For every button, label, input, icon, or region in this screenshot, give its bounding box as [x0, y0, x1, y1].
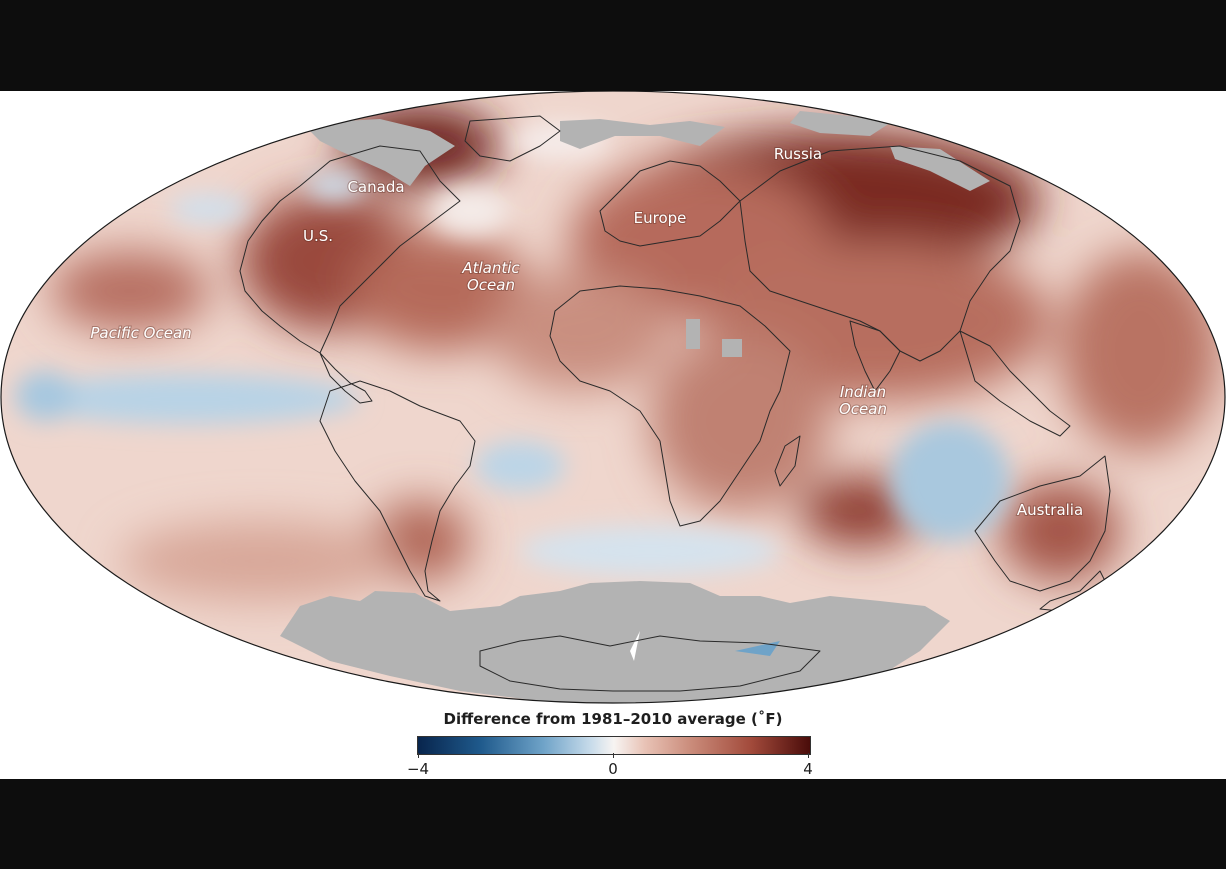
legend-tick-max	[808, 753, 809, 758]
central-america-outline	[319, 352, 373, 404]
no-data-africa-1	[686, 319, 700, 349]
label-pacific: Pacific Ocean	[90, 324, 191, 342]
no-data-antarctica	[280, 581, 950, 703]
globe-outline	[0, 91, 1226, 704]
legend-min-label: −4	[406, 760, 430, 778]
australia-outline	[974, 455, 1111, 592]
greenland-outline	[464, 115, 561, 162]
india-outline	[849, 320, 901, 392]
map-panel: Russia Canada Europe U.S. Atlantic Ocean…	[0, 91, 1226, 779]
label-russia: Russia	[774, 145, 822, 163]
label-us: U.S.	[303, 227, 333, 245]
bottom-letterbox	[0, 779, 1226, 869]
no-data-arctic-west	[310, 119, 455, 186]
antarctica-cool-strip	[735, 641, 780, 656]
legend-tick-mid	[613, 753, 614, 758]
label-indian-line2: Ocean	[839, 400, 887, 418]
label-europe: Europe	[634, 209, 687, 227]
africa-outline	[549, 285, 791, 527]
antarctica-coast	[479, 635, 821, 692]
label-canada: Canada	[347, 178, 404, 196]
legend-max-label: 4	[803, 760, 813, 778]
label-atlantic-line2: Ocean	[467, 276, 515, 294]
no-data-arctic-east	[790, 111, 890, 136]
southeast-asia-outline	[959, 330, 1071, 437]
south-america-outline	[319, 380, 476, 602]
legend-color-bar	[417, 736, 811, 755]
antarctica-gap	[630, 631, 640, 661]
label-australia: Australia	[1017, 501, 1083, 519]
legend-title: Difference from 1981–2010 average (˚F)	[443, 710, 783, 728]
label-indian-line1: Indian	[840, 383, 886, 401]
top-letterbox	[0, 0, 1226, 91]
asia-outline	[739, 145, 1021, 362]
temperature-anomaly-map: Russia Canada Europe U.S. Atlantic Ocean…	[0, 91, 1226, 704]
europe-outline	[599, 160, 741, 247]
legend-tick-min	[418, 753, 419, 758]
madagascar-outline	[774, 435, 801, 487]
north-america-outline	[239, 145, 461, 354]
no-data-arctic-center	[560, 119, 725, 149]
legend-mid-label: 0	[608, 760, 618, 778]
no-data-africa-2	[722, 339, 742, 357]
label-atlantic-line1: Atlantic	[461, 259, 520, 277]
no-data-siberia	[890, 146, 990, 191]
